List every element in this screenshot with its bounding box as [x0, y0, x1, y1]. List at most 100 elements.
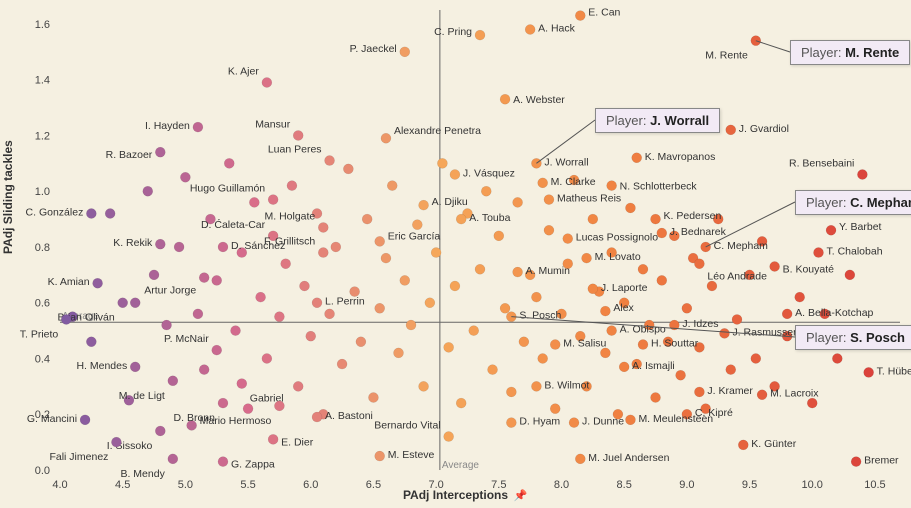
data-point[interactable]	[732, 314, 742, 324]
data-point[interactable]	[61, 314, 71, 324]
data-point[interactable]	[212, 345, 222, 355]
data-point[interactable]	[218, 457, 228, 467]
data-point[interactable]	[625, 203, 635, 213]
data-point[interactable]	[362, 214, 372, 224]
data-point[interactable]	[450, 281, 460, 291]
data-point[interactable]	[738, 440, 748, 450]
data-point[interactable]	[575, 11, 585, 21]
data-point[interactable]	[444, 432, 454, 442]
data-point[interactable]	[224, 158, 234, 168]
data-point[interactable]	[375, 236, 385, 246]
data-point[interactable]	[419, 381, 429, 391]
data-point[interactable]	[130, 362, 140, 372]
data-point[interactable]	[287, 181, 297, 191]
data-point[interactable]	[80, 415, 90, 425]
data-point[interactable]	[268, 195, 278, 205]
data-point[interactable]	[444, 342, 454, 352]
data-point[interactable]	[180, 172, 190, 182]
data-point[interactable]	[293, 130, 303, 140]
data-point[interactable]	[513, 197, 523, 207]
data-point[interactable]	[162, 320, 172, 330]
data-point[interactable]	[331, 242, 341, 252]
data-point[interactable]	[343, 164, 353, 174]
data-point[interactable]	[826, 225, 836, 235]
data-point[interactable]	[86, 209, 96, 219]
data-point[interactable]	[588, 284, 598, 294]
data-point[interactable]	[845, 270, 855, 280]
data-point[interactable]	[682, 303, 692, 313]
data-point[interactable]	[130, 298, 140, 308]
data-point[interactable]	[795, 292, 805, 302]
data-point[interactable]	[111, 437, 121, 447]
data-point[interactable]	[726, 365, 736, 375]
callout-box[interactable]: Player: C. Mepham	[795, 190, 911, 215]
data-point[interactable]	[193, 309, 203, 319]
data-point[interactable]	[193, 122, 203, 132]
data-point[interactable]	[506, 418, 516, 428]
data-point[interactable]	[600, 306, 610, 316]
data-point[interactable]	[607, 181, 617, 191]
data-point[interactable]	[199, 273, 209, 283]
data-point[interactable]	[456, 214, 466, 224]
data-point[interactable]	[651, 393, 661, 403]
data-point[interactable]	[676, 370, 686, 380]
data-point[interactable]	[262, 353, 272, 363]
data-point[interactable]	[268, 434, 278, 444]
data-point[interactable]	[249, 197, 259, 207]
data-point[interactable]	[475, 264, 485, 274]
data-point[interactable]	[237, 379, 247, 389]
data-point[interactable]	[500, 303, 510, 313]
data-point[interactable]	[306, 331, 316, 341]
data-point[interactable]	[143, 186, 153, 196]
data-point[interactable]	[782, 309, 792, 319]
data-point[interactable]	[299, 281, 309, 291]
data-point[interactable]	[218, 242, 228, 252]
data-point[interactable]	[694, 387, 704, 397]
data-point[interactable]	[337, 359, 347, 369]
callout-box[interactable]: Player: S. Posch	[795, 325, 911, 350]
data-point[interactable]	[262, 77, 272, 87]
data-point[interactable]	[274, 401, 284, 411]
data-point[interactable]	[450, 169, 460, 179]
data-point[interactable]	[550, 404, 560, 414]
data-point[interactable]	[475, 30, 485, 40]
data-point[interactable]	[488, 365, 498, 375]
data-point[interactable]	[105, 209, 115, 219]
data-point[interactable]	[406, 320, 416, 330]
data-point[interactable]	[469, 326, 479, 336]
data-point[interactable]	[375, 303, 385, 313]
data-point[interactable]	[832, 353, 842, 363]
data-point[interactable]	[425, 298, 435, 308]
data-point[interactable]	[318, 248, 328, 258]
callout-box[interactable]: Player: M. Rente	[790, 40, 910, 65]
data-point[interactable]	[231, 326, 241, 336]
callout-box[interactable]: Player: J. Worrall	[595, 108, 720, 133]
data-point[interactable]	[864, 367, 874, 377]
data-point[interactable]	[638, 340, 648, 350]
data-point[interactable]	[657, 228, 667, 238]
data-point[interactable]	[437, 158, 447, 168]
data-point[interactable]	[368, 393, 378, 403]
data-point[interactable]	[694, 259, 704, 269]
data-point[interactable]	[513, 267, 523, 277]
data-point[interactable]	[394, 348, 404, 358]
data-point[interactable]	[168, 454, 178, 464]
data-point[interactable]	[86, 337, 96, 347]
data-point[interactable]	[481, 186, 491, 196]
data-point[interactable]	[582, 253, 592, 263]
data-point[interactable]	[531, 292, 541, 302]
data-point[interactable]	[726, 125, 736, 135]
data-point[interactable]	[375, 451, 385, 461]
data-point[interactable]	[274, 312, 284, 322]
data-point[interactable]	[243, 404, 253, 414]
data-point[interactable]	[657, 275, 667, 285]
data-point[interactable]	[356, 337, 366, 347]
data-point[interactable]	[149, 270, 159, 280]
data-point[interactable]	[199, 365, 209, 375]
data-point[interactable]	[318, 222, 328, 232]
data-point[interactable]	[400, 275, 410, 285]
data-point[interactable]	[400, 47, 410, 57]
data-point[interactable]	[525, 25, 535, 35]
data-point[interactable]	[419, 200, 429, 210]
data-point[interactable]	[312, 412, 322, 422]
